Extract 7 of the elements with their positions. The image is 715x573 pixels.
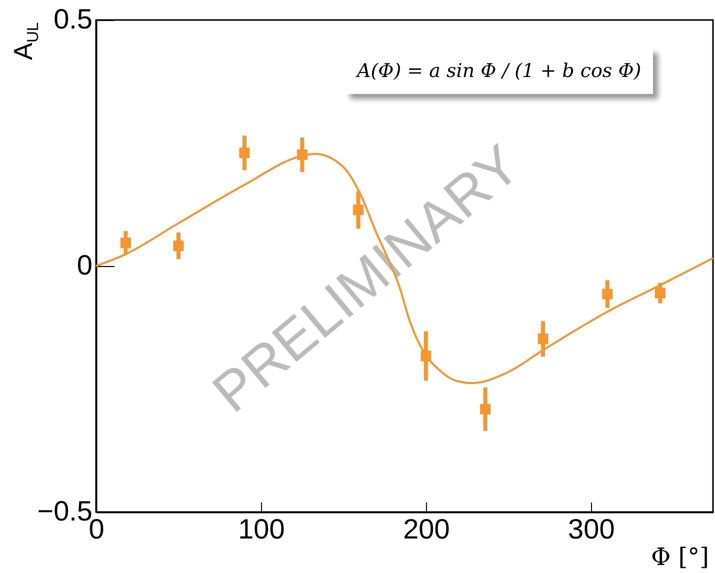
x-tick-label: 300 [568,514,615,544]
y-tick-label: 0.5 [54,4,92,34]
x-axis-title: Φ [°] [650,543,709,571]
y-tick-label: 0 [76,250,92,280]
annotation: A(Φ) = a sin Φ / (1 + b cos Φ) [345,48,654,94]
x-tick-label: 100 [238,514,285,544]
x-tick-label: 200 [403,514,450,544]
